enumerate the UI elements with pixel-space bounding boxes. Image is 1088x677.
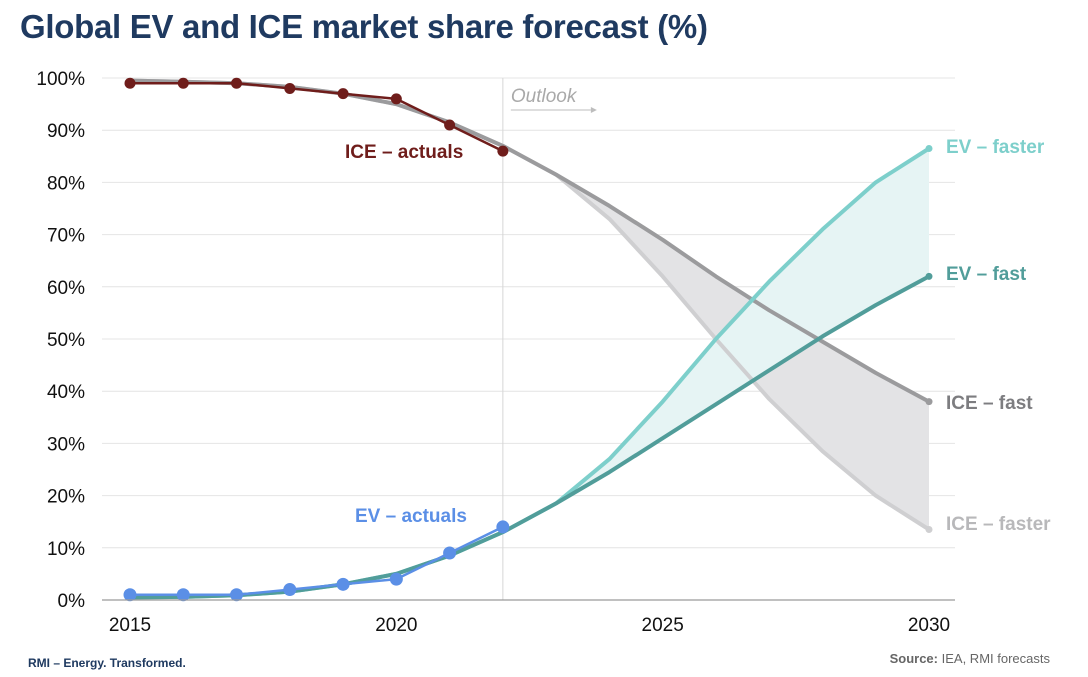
x-tick-label: 2015 (109, 615, 151, 636)
source-footer: Source: IEA, RMI forecasts (890, 651, 1050, 666)
y-tick-label: 30% (47, 434, 85, 455)
brand-footer: RMI – Energy. Transformed. (28, 656, 186, 670)
data-point (336, 577, 350, 591)
data-point (443, 546, 457, 560)
series-line (128, 525, 505, 597)
data-point (176, 588, 190, 602)
outlook-divider: Outlook (502, 78, 597, 600)
data-point (337, 88, 349, 100)
data-point (389, 572, 403, 586)
y-tick-label: 60% (47, 278, 85, 299)
y-tick-label: 50% (47, 330, 85, 351)
data-point (496, 520, 510, 534)
chart-title: Global EV and ICE market share forecast … (20, 8, 708, 45)
y-tick-label: 80% (47, 173, 85, 194)
series-label: ICE – fast (946, 393, 1033, 414)
y-tick-label: 90% (47, 121, 85, 142)
data-point (124, 77, 136, 89)
series-labels: ICE – actuals EV – actuals EV – faster EV –… (345, 137, 1051, 535)
data-point (390, 93, 402, 105)
data-point (283, 583, 297, 597)
series-label: ICE – actuals (345, 142, 463, 163)
data-point (497, 145, 509, 157)
y-tick-label: 70% (47, 226, 85, 247)
y-tick-label: 40% (47, 382, 85, 403)
data-point (123, 588, 137, 602)
y-tick-label: 20% (47, 487, 85, 508)
outlook-label: Outlook (511, 86, 578, 107)
source-label: Source: (889, 651, 938, 666)
series-end-point (925, 398, 933, 406)
x-tick-label: 2030 (908, 615, 950, 636)
x-tick-label: 2025 (642, 615, 684, 636)
y-tick-label: 10% (47, 539, 85, 560)
data-point (230, 588, 244, 602)
data-point (444, 119, 456, 131)
data-point (231, 77, 243, 89)
series-end-point (925, 272, 933, 280)
series-lines (123, 77, 933, 602)
axes: 0% 10% 20% 30% 40% 50% 60% 70% 80% 90% 100% 2015 202… (36, 69, 955, 636)
series-end-point (925, 144, 933, 152)
outlook-arrow-head (590, 107, 597, 113)
data-point (284, 82, 296, 94)
series-label: ICE – faster (946, 514, 1051, 535)
grid-lines (102, 77, 955, 549)
y-tick-label: 0% (58, 591, 86, 612)
source-text: IEA, RMI forecasts (941, 651, 1050, 666)
x-tick-label: 2020 (375, 615, 417, 636)
series-label: EV – fast (946, 264, 1027, 285)
data-point (177, 77, 189, 89)
series-end-point (925, 526, 933, 534)
y-tick-label: 100% (36, 69, 85, 90)
series-line (128, 81, 505, 153)
series-label: EV – faster (946, 137, 1045, 158)
series-label: EV – actuals (355, 506, 467, 527)
